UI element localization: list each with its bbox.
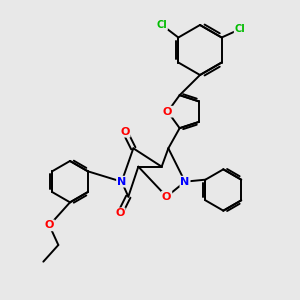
Text: N: N [180, 177, 190, 187]
Text: O: O [163, 107, 172, 117]
Text: O: O [162, 192, 171, 202]
Text: O: O [120, 127, 130, 137]
Text: Cl: Cl [235, 24, 245, 34]
Text: N: N [117, 177, 126, 187]
Text: O: O [115, 208, 125, 218]
Text: Cl: Cl [156, 20, 167, 30]
Text: O: O [45, 220, 54, 230]
